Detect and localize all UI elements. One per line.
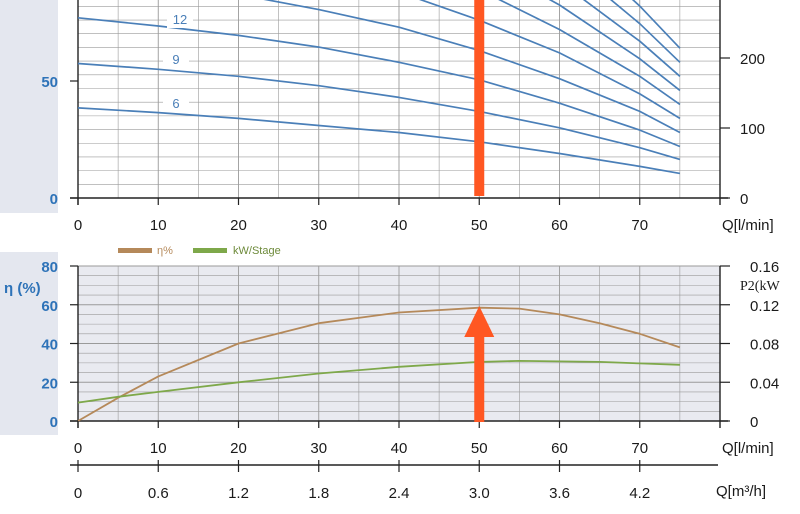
x-tick-label-top: 60	[551, 217, 568, 234]
curve-label-6: 6	[172, 96, 179, 111]
y-tick-label-left-top: 0	[50, 191, 58, 208]
x-tick-label-m3h: 0.6	[148, 485, 169, 502]
y-tick-label-right-bottom: 0.04	[750, 375, 779, 392]
left-axis-gutter-top	[0, 0, 58, 213]
x-axis-title-top: Q[l/min]	[722, 217, 774, 234]
legend-label-efficiency: η%	[157, 245, 173, 257]
head-curve-stage-7	[582, 0, 681, 77]
x-tick-label-bottom: 50	[471, 440, 488, 457]
left-axis-gutter-bottom	[0, 252, 58, 435]
indicator-arrow-top	[474, 0, 485, 196]
curve-label-12: 12	[173, 12, 187, 27]
curve-label-bg	[163, 52, 189, 68]
head-curve-stage-6	[548, 0, 681, 92]
head-curve-stage-4	[419, 0, 681, 120]
x-tick-label-bottom: 30	[310, 440, 327, 457]
x-tick-label-bottom: 70	[631, 440, 648, 457]
x-tick-label-bottom: 20	[230, 440, 247, 457]
head-curve-stage-3	[263, 0, 681, 134]
x-tick-label-top: 40	[391, 217, 408, 234]
legend-label-power: kW/Stage	[233, 245, 281, 257]
y-tick-label-right-top: 100	[740, 121, 765, 138]
y-tick-label-left-top: 50	[41, 74, 58, 91]
y-axis-title-right-bottom: P2(kW	[740, 279, 780, 294]
y-tick-label-right-top: 200	[740, 51, 765, 68]
x-tick-label-m3h: 1.8	[308, 485, 329, 502]
x-tick-label-top: 10	[150, 217, 167, 234]
y-tick-label-right-bottom: 0.16	[750, 259, 779, 276]
x-tick-label-m3h: 3.6	[549, 485, 570, 502]
head-curve-9	[77, 62, 681, 161]
x-tick-label-top: 70	[631, 217, 648, 234]
x-tick-label-m3h: 4.2	[629, 485, 650, 502]
legend-swatch-power	[193, 248, 227, 253]
curve-label-9: 9	[172, 52, 179, 67]
x-tick-label-m3h: 2.4	[389, 485, 410, 502]
head-curve-stage-8	[609, 0, 681, 63]
indicator-arrow-shaft-bottom	[474, 336, 485, 422]
head-curve-6	[77, 107, 681, 175]
y-tick-label-left-bottom: 60	[41, 298, 58, 315]
x-tick-label-bottom: 60	[551, 440, 568, 457]
y-tick-label-right-bottom: 0.08	[750, 337, 779, 354]
x-axis-title-m3h: Q[m³/h]	[716, 483, 766, 500]
x-tick-label-top: 30	[310, 217, 327, 234]
x-tick-label-top: 20	[230, 217, 247, 234]
series-line-power	[77, 360, 680, 404]
y-tick-label-left-bottom: 40	[41, 337, 58, 354]
curve-label-bg	[167, 12, 193, 28]
y-tick-label-right-bottom: 0.12	[750, 298, 779, 315]
x-tick-label-bottom: 10	[150, 440, 167, 457]
y-tick-label-right-bottom: 0	[750, 414, 758, 431]
indicator-arrow-head-bottom	[464, 306, 495, 337]
head-curve-stage-5	[498, 0, 681, 106]
head-curve-12	[77, 16, 681, 148]
series-line-efficiency	[77, 306, 681, 422]
legend-swatch-efficiency	[118, 248, 152, 253]
x-tick-label-bottom: 40	[391, 440, 408, 457]
x-tick-label-m3h: 1.2	[228, 485, 249, 502]
x-tick-label-m3h: 0	[74, 485, 82, 502]
x-tick-label-top: 0	[74, 217, 82, 234]
x-tick-label-top: 50	[471, 217, 488, 234]
y-tick-label-left-bottom: 20	[41, 375, 58, 392]
y-tick-label-left-bottom: 80	[41, 259, 58, 276]
y-tick-label-left-bottom: 0	[50, 414, 58, 431]
x-axis-title-bottom: Q[l/min]	[722, 440, 774, 457]
x-tick-label-bottom: 0	[74, 440, 82, 457]
y-axis-title-left-bottom: η (%)	[4, 280, 41, 297]
y-tick-label-right-top: 0	[740, 191, 748, 208]
x-tick-label-m3h: 3.0	[469, 485, 490, 502]
curve-label-bg	[163, 96, 189, 112]
